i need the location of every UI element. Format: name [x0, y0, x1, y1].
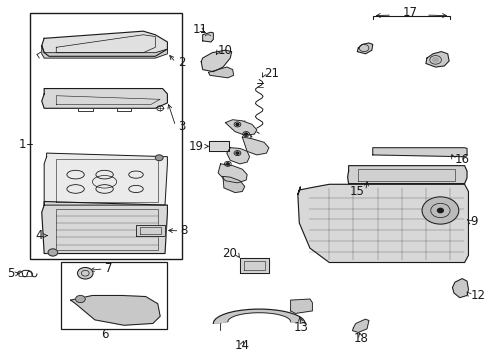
Text: 19: 19	[188, 140, 203, 153]
Text: 6: 6	[101, 328, 108, 341]
Polygon shape	[240, 258, 268, 273]
Circle shape	[76, 296, 85, 303]
Text: 3: 3	[178, 121, 185, 134]
Polygon shape	[372, 148, 466, 157]
Circle shape	[78, 267, 93, 279]
Polygon shape	[208, 67, 233, 78]
Text: 13: 13	[293, 321, 308, 334]
Polygon shape	[357, 43, 372, 54]
Polygon shape	[451, 279, 468, 298]
Circle shape	[244, 133, 247, 135]
Text: 5: 5	[7, 267, 14, 280]
Polygon shape	[41, 31, 167, 56]
Circle shape	[432, 58, 438, 62]
Text: 8: 8	[180, 224, 187, 238]
Text: 14: 14	[234, 339, 249, 352]
Text: 16: 16	[454, 153, 469, 166]
Polygon shape	[41, 202, 167, 253]
Polygon shape	[225, 120, 256, 135]
Polygon shape	[41, 89, 167, 108]
Polygon shape	[226, 148, 249, 164]
Circle shape	[48, 249, 58, 256]
Circle shape	[236, 152, 239, 154]
Circle shape	[226, 163, 229, 165]
Circle shape	[437, 208, 443, 213]
Polygon shape	[352, 319, 368, 332]
Polygon shape	[202, 32, 213, 42]
Text: 18: 18	[352, 332, 367, 345]
Circle shape	[421, 197, 458, 224]
Text: 15: 15	[348, 185, 364, 198]
Polygon shape	[425, 51, 448, 67]
Text: 1: 1	[18, 138, 26, 150]
Polygon shape	[41, 45, 167, 58]
Text: 11: 11	[192, 23, 207, 36]
Polygon shape	[44, 153, 167, 205]
Text: 21: 21	[264, 67, 279, 80]
Polygon shape	[297, 184, 468, 262]
Polygon shape	[242, 137, 268, 155]
Polygon shape	[213, 309, 305, 323]
Text: 10: 10	[218, 44, 233, 57]
Text: 17: 17	[402, 6, 417, 19]
Text: 12: 12	[469, 289, 485, 302]
Polygon shape	[290, 299, 312, 314]
Polygon shape	[136, 225, 164, 235]
Text: 4: 4	[36, 229, 43, 242]
Text: 20: 20	[222, 247, 237, 260]
Bar	[30, 13, 182, 259]
Polygon shape	[201, 50, 231, 72]
Circle shape	[236, 123, 239, 126]
Text: 2: 2	[178, 56, 185, 69]
Polygon shape	[209, 141, 228, 151]
Bar	[61, 262, 167, 329]
Polygon shape	[71, 296, 160, 325]
Text: 7: 7	[104, 262, 112, 275]
Polygon shape	[218, 164, 246, 183]
Circle shape	[155, 155, 163, 161]
Polygon shape	[223, 176, 244, 193]
Polygon shape	[347, 166, 466, 184]
Text: 9: 9	[469, 215, 477, 228]
